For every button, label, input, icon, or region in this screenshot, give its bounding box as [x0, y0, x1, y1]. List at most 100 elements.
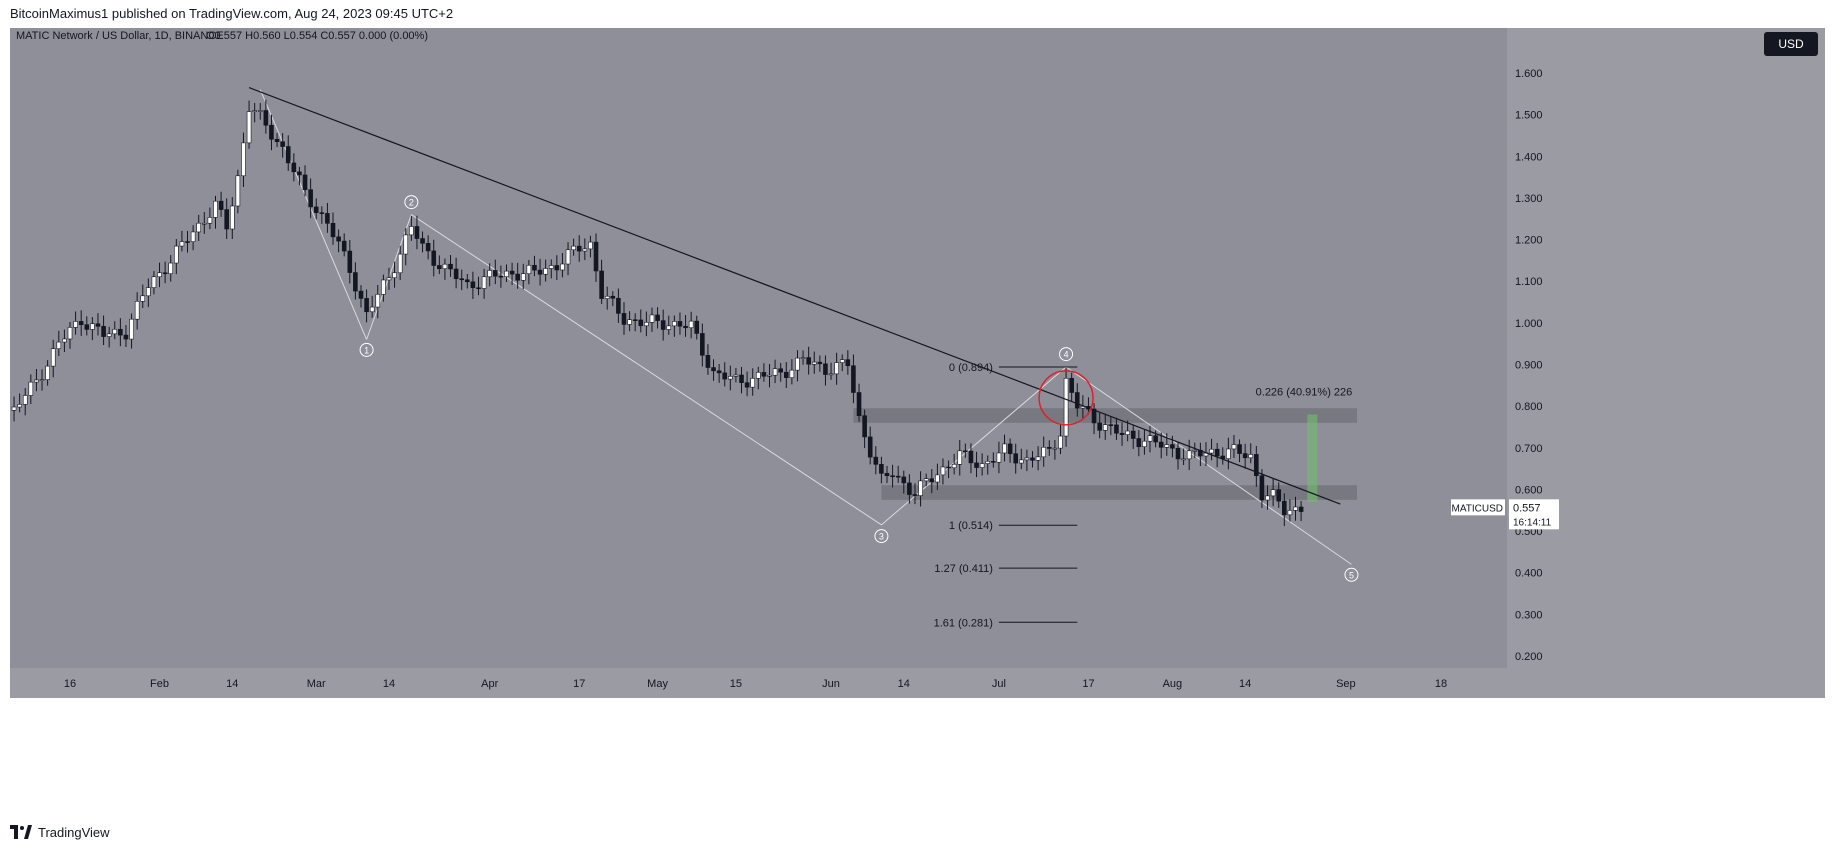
candle-up [582, 248, 588, 252]
candle-down [218, 200, 224, 210]
y-tick-label: 1.000 [1515, 318, 1543, 330]
candle-up [985, 461, 991, 464]
candle-up [174, 245, 179, 264]
candle-down [739, 374, 744, 383]
candle-up [672, 321, 677, 327]
candle-up [146, 287, 151, 297]
candle-down [1214, 448, 1220, 457]
candle-up [235, 175, 241, 207]
fib-level-label: 0 (0.894) [949, 362, 993, 374]
x-tick-label: 14 [383, 678, 395, 690]
candle-down [711, 367, 716, 372]
candle-down [744, 382, 750, 388]
candle-up [1181, 458, 1186, 461]
support-resistance-zone [881, 485, 1358, 500]
candle-up [800, 357, 806, 359]
candle-down [269, 124, 274, 140]
y-tick-label: 0.600 [1515, 484, 1543, 496]
candle-up [487, 270, 492, 278]
candle-up [392, 272, 397, 279]
candle-up [140, 295, 146, 302]
tradingview-logo-icon [10, 825, 32, 839]
price-axis[interactable] [1507, 28, 1825, 698]
candle-down [437, 265, 442, 270]
current-price-value: 0.557 [1513, 502, 1541, 514]
candle-down [1013, 453, 1019, 464]
candle-up [129, 318, 134, 340]
candle-down [453, 268, 459, 280]
candle-up [257, 110, 263, 112]
candle-down [95, 323, 101, 327]
candle-down [1114, 424, 1119, 434]
x-tick-label: May [647, 678, 668, 690]
candle-up [112, 328, 118, 335]
candle-up [1287, 510, 1293, 516]
candle-down [347, 250, 353, 273]
candle-up [1293, 506, 1298, 511]
wave-marker-label: 1 [364, 345, 369, 355]
candle-up [627, 319, 632, 325]
candle-up [979, 463, 985, 468]
current-price-box [1509, 499, 1559, 530]
wave-line [1065, 366, 1352, 565]
candle-up [67, 327, 73, 340]
candle-down [683, 325, 688, 329]
candle-down [498, 275, 504, 278]
candle-up [62, 338, 67, 343]
candle-down [263, 110, 269, 126]
candle-down [1130, 430, 1136, 439]
y-tick-label: 1.200 [1515, 235, 1543, 247]
price-chart[interactable]: MATIC Network / US Dollar, 1D, BINANCEO0… [10, 28, 1825, 818]
candle-down [532, 264, 537, 271]
time-axis[interactable] [10, 668, 1507, 698]
candle-down [817, 361, 823, 365]
y-tick-label: 1.100 [1515, 276, 1543, 288]
candle-up [571, 245, 576, 251]
y-tick-label: 0.400 [1515, 568, 1543, 580]
candle-down [1158, 441, 1164, 448]
candle-up [381, 279, 386, 295]
x-tick-label: 14 [1239, 678, 1251, 690]
candle-up [369, 306, 375, 313]
candle-down [1175, 447, 1181, 460]
candle-up [951, 464, 957, 469]
candle-down [823, 363, 828, 375]
x-tick-label: Aug [1163, 678, 1183, 690]
candle-down [118, 328, 123, 336]
wave-line [881, 366, 1067, 526]
candle-down [336, 236, 341, 242]
y-tick-label: 0.700 [1515, 443, 1543, 455]
candle-up [996, 452, 1002, 463]
candle-down [616, 297, 621, 314]
y-tick-label: 0.800 [1515, 401, 1543, 413]
wave-marker-label: 3 [879, 532, 884, 542]
candle-up [588, 241, 593, 250]
candle-up [1265, 495, 1270, 501]
candle-up [106, 333, 112, 337]
candle-up [688, 320, 694, 329]
currency-button[interactable]: USD [1764, 32, 1818, 56]
x-tick-label: Jun [822, 678, 840, 690]
candle-down [1091, 408, 1097, 424]
candle-up [1248, 454, 1254, 459]
plot-area[interactable] [10, 28, 1507, 668]
candle-down [856, 392, 862, 416]
candle-down [778, 368, 783, 373]
candle-down [963, 450, 968, 453]
candle-up [918, 480, 923, 496]
candle-down [162, 272, 168, 275]
candle-up [1024, 457, 1030, 461]
candle-down [907, 482, 912, 495]
wave-marker [404, 195, 419, 210]
x-tick-label: 15 [730, 678, 742, 690]
candle-down [224, 209, 229, 230]
candle-down [280, 141, 285, 147]
candle-up [1125, 430, 1130, 435]
x-tick-label: Mar [307, 678, 326, 690]
candle-down [1170, 444, 1175, 449]
candle-down [912, 494, 918, 496]
chart-frame[interactable]: MATIC Network / US Dollar, 1D, BINANCE O0… [10, 28, 1825, 818]
candle-down [1030, 457, 1035, 461]
candle-up [1041, 446, 1046, 458]
candle-down [1298, 506, 1304, 512]
